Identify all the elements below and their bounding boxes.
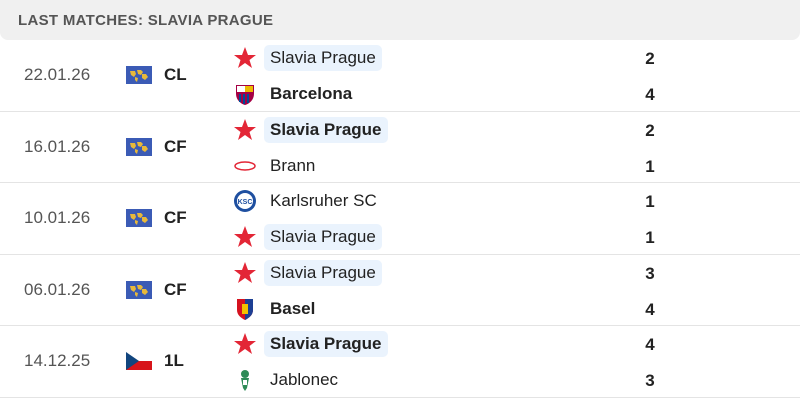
team-away[interactable]: Slavia Prague (232, 224, 382, 250)
team-name: Slavia Prague (264, 45, 382, 71)
away-score: 1 (645, 228, 655, 247)
home-score: 1 (645, 192, 655, 211)
world-map-flag-icon (126, 66, 152, 85)
svg-text:KSC: KSC (238, 199, 253, 206)
team-name: Barcelona (270, 84, 353, 103)
home-score: 4 (645, 335, 655, 354)
away-score: 3 (645, 371, 655, 390)
slavia-star-icon (232, 117, 258, 143)
match-date: 06.01.26 (24, 279, 91, 299)
slavia-star-icon (232, 331, 258, 357)
home-score: 2 (645, 120, 655, 140)
ksc-crest-icon: KSC (232, 188, 258, 214)
slavia-star-icon (232, 260, 258, 286)
slavia-star-icon (232, 224, 258, 250)
match-date: 22.01.26 (24, 65, 91, 85)
team-name: Slavia Prague (264, 116, 388, 143)
match-row[interactable]: 10.01.26 CF KSC Karlsruher SC Slavia Pra… (0, 183, 800, 255)
match-list: 22.01.26 CL Slavia Prague Barcelona 2 4 … (0, 40, 800, 398)
competition-name: CF (164, 136, 187, 156)
home-score: 3 (645, 263, 655, 283)
competition: 1L (126, 326, 184, 397)
match-date: 14.12.25 (24, 351, 91, 371)
slavia-star-icon (232, 45, 258, 71)
team-away[interactable]: Barcelona (232, 81, 358, 107)
team-name: Brann (270, 155, 316, 175)
match-row[interactable]: 16.01.26 CF Slavia Prague Brann 2 1 (0, 112, 800, 183)
away-score: 4 (645, 299, 655, 319)
brann-crest-icon (232, 153, 258, 179)
team-away[interactable]: Jablonec (232, 367, 344, 393)
world-map-flag-icon (126, 209, 152, 228)
team-home[interactable]: Slavia Prague (232, 45, 382, 71)
section-header: LAST MATCHES: SLAVIA PRAGUE (0, 0, 800, 40)
away-score: 4 (645, 85, 655, 104)
barcelona-crest-icon (232, 81, 258, 107)
away-score: 1 (645, 156, 655, 176)
competition: CF (126, 183, 187, 254)
match-row[interactable]: 22.01.26 CL Slavia Prague Barcelona 2 4 (0, 40, 800, 112)
world-map-flag-icon (126, 137, 152, 156)
competition: CF (126, 255, 187, 326)
team-away[interactable]: Basel (232, 296, 321, 322)
match-date: 16.01.26 (24, 136, 91, 156)
team-name: Jablonec (270, 370, 339, 389)
team-away[interactable]: Brann (232, 153, 321, 179)
competition: CL (126, 40, 187, 111)
czech-flag-icon (126, 352, 152, 371)
team-home[interactable]: Slavia Prague (232, 259, 382, 286)
match-date: 10.01.26 (24, 208, 91, 228)
basel-crest-icon (232, 296, 258, 322)
competition-name: CF (164, 208, 187, 228)
team-name: Basel (270, 298, 316, 318)
team-home[interactable]: KSC Karlsruher SC (232, 188, 383, 214)
team-name: Slavia Prague (264, 224, 382, 250)
match-row[interactable]: 14.12.25 1L Slavia Prague Jablonec 4 3 (0, 326, 800, 398)
team-name: Slavia Prague (264, 331, 388, 357)
world-map-flag-icon (126, 280, 152, 299)
section-title: LAST MATCHES: SLAVIA PRAGUE (18, 11, 274, 29)
match-row[interactable]: 06.01.26 CF Slavia Prague Basel 3 4 (0, 255, 800, 326)
team-name: Slavia Prague (264, 259, 382, 286)
team-home[interactable]: Slavia Prague (232, 116, 388, 143)
team-home[interactable]: Slavia Prague (232, 331, 388, 357)
home-score: 2 (645, 49, 655, 68)
competition-name: CL (164, 65, 187, 85)
competition-name: CF (164, 279, 187, 299)
competition: CF (126, 112, 187, 183)
jablonec-crest-icon (232, 367, 258, 393)
competition-name: 1L (164, 351, 184, 371)
team-name: Karlsruher SC (270, 191, 377, 210)
